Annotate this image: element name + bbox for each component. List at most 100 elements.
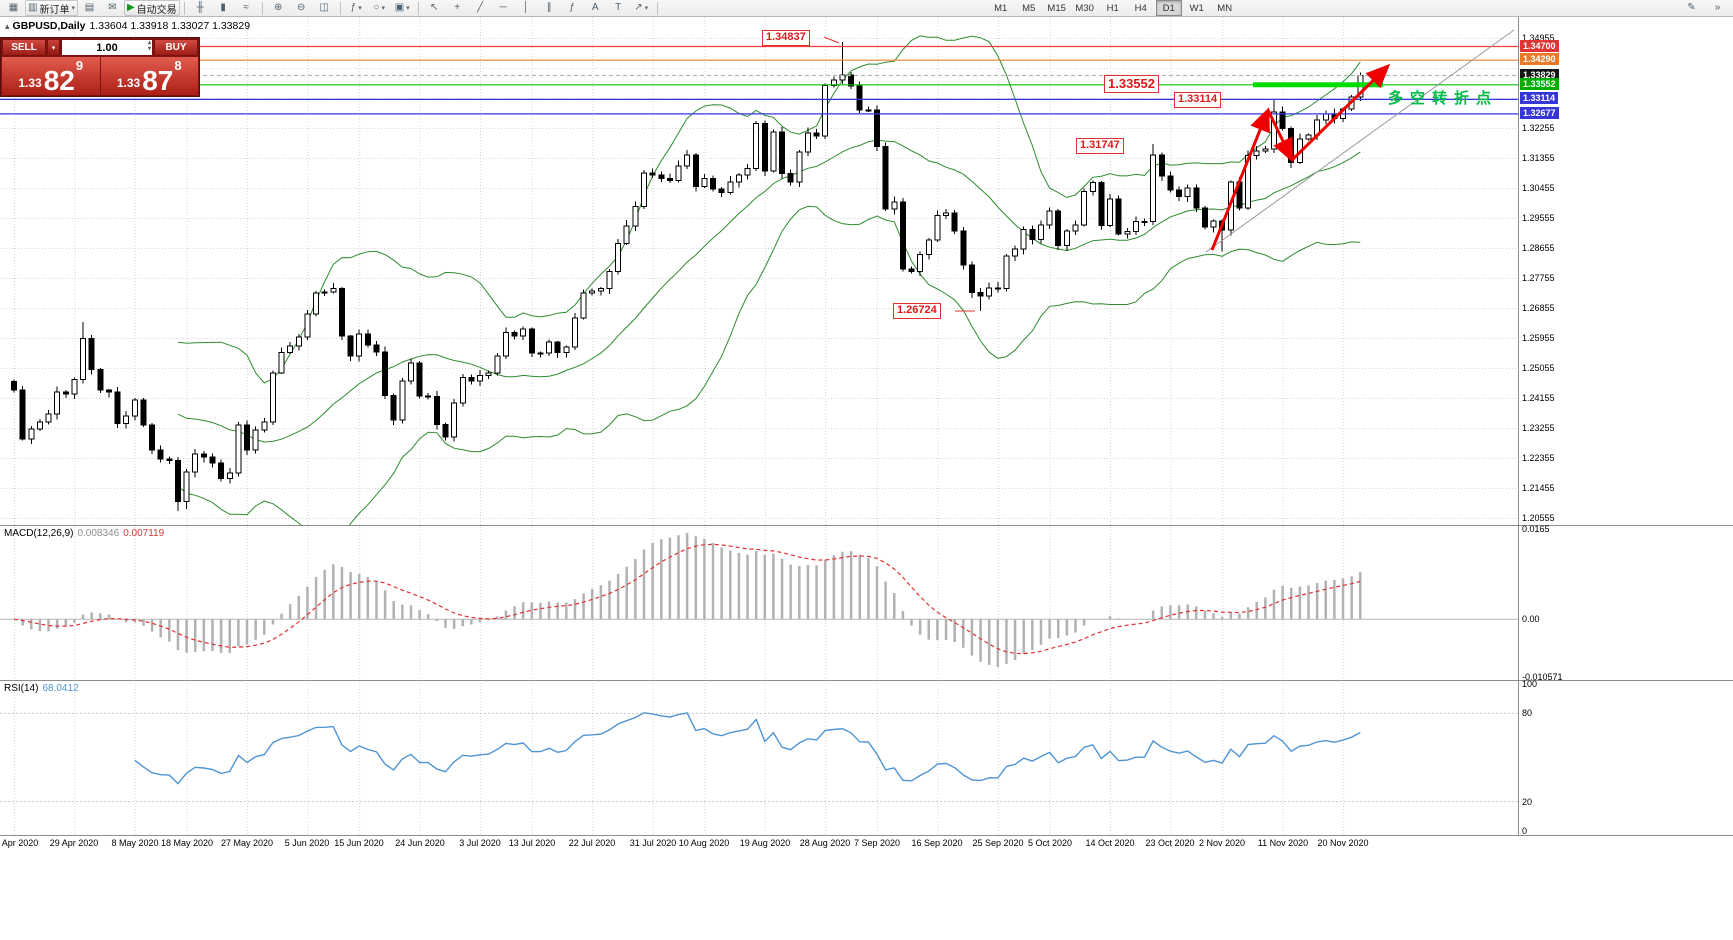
zoom-out-icon[interactable]: ⊖	[290, 0, 313, 16]
zoom-in-icon[interactable]: ⊕	[267, 0, 290, 16]
arrows-icon[interactable]: ↗ ▾	[630, 0, 653, 16]
timeframe-w1[interactable]: W1	[1189, 2, 1204, 14]
timeframe-m5[interactable]: M5	[1022, 2, 1036, 14]
bar-chart-icon[interactable]: ╫	[189, 0, 212, 16]
main-toolbar: ▦ ▥ 新订单 ▾ ▤ ✉ ▶ 自动交易 ╫ ▮ ≈ ⊕ ⊖ ◫ ƒ ▾ ○ ▾ ▣ ▾ ↖ + ╱ ─ │ ∥ ƒ A T ↗ ▾ M1 M5…	[0, 0, 1733, 17]
trendline-icon[interactable]: ╱	[469, 0, 492, 16]
line-chart-icon[interactable]: ≈	[235, 0, 258, 16]
chart-window-icon: ▦	[8, 2, 19, 13]
periods-icon: ○	[373, 2, 380, 13]
tile-windows-icon: ◫	[319, 2, 329, 13]
price-axis-tick: 1.24155	[1522, 393, 1555, 403]
buy-price-button[interactable]: 1.33 87 8	[100, 57, 198, 95]
zoom-in-icon: ⊕	[273, 2, 283, 13]
tile-windows-icon[interactable]: ◫	[313, 0, 336, 16]
date-axis-label: 2 Nov 2020	[1198, 838, 1246, 848]
price-note-1.26724[interactable]: 1.26724	[893, 303, 941, 319]
toolbar-separator	[417, 1, 419, 15]
date-axis-label: 27 May 2020	[220, 838, 274, 848]
date-axis-label: 11 Nov 2020	[1257, 838, 1309, 848]
rsi-name: RSI(14)	[4, 683, 39, 694]
timeframe-m1[interactable]: M1	[994, 2, 1008, 14]
templates-icon[interactable]: ▣ ▾	[391, 0, 414, 16]
rsi-label: RSI(14) 68.0412	[4, 683, 79, 694]
price-axis-tick: 1.29555	[1522, 213, 1555, 223]
price-note-1.33552[interactable]: 1.33552	[1104, 75, 1159, 94]
timeframe-m30[interactable]: M30	[1075, 2, 1094, 14]
chart-ohlc-values: 1.33604 1.33918 1.33027 1.33829	[89, 20, 251, 32]
crosshair-icon[interactable]: +	[446, 0, 469, 16]
price-axis-tick: 1.34955	[1522, 33, 1555, 43]
order-type-dropdown[interactable]: ▾	[47, 39, 60, 56]
buy-button[interactable]: BUY	[154, 39, 198, 56]
macd-axis-tick: -0.010571	[1522, 672, 1563, 682]
date-axis-label: 20 Apr 2020	[0, 838, 39, 848]
profiles-icon: ▤	[84, 2, 95, 13]
date-axis-label: 24 Jun 2020	[395, 838, 445, 848]
macd-name: MACD(12,26,9)	[4, 528, 74, 539]
timeframe-h1[interactable]: H1	[1106, 2, 1119, 14]
price-axis-tick: 1.31355	[1522, 153, 1555, 163]
dropdown-caret-icon: ▾	[381, 5, 385, 12]
timeframe-d1[interactable]: D1	[1155, 0, 1182, 16]
label-icon[interactable]: T	[607, 0, 630, 16]
toolbar-space	[662, 8, 987, 9]
autotrade-button-icon: ▶	[126, 2, 135, 13]
rsi-axis-tick: 0	[1522, 826, 1528, 836]
sell-price-prefix: 1.33	[18, 76, 42, 90]
edit-toolbar-icon: ✎	[1687, 2, 1696, 13]
price-note-1.33114[interactable]: 1.33114	[1174, 92, 1222, 108]
channel-icon[interactable]: ∥	[538, 0, 561, 16]
toolbar-overflow-icon[interactable]: »	[1706, 0, 1729, 16]
price-note-1.34837[interactable]: 1.34837	[762, 30, 810, 46]
bull-bear-turning-point-note[interactable]: 多空转折点	[1388, 90, 1499, 107]
autotrade-button[interactable]: ▶ 自动交易	[123, 0, 180, 16]
profiles-icon[interactable]: ▤	[78, 0, 101, 16]
price-axis-tick: 1.22355	[1522, 453, 1555, 463]
text-icon[interactable]: A	[584, 0, 607, 16]
spinner-up-icon[interactable]: ▴	[147, 40, 151, 46]
horizontal-line-icon[interactable]: ─	[492, 0, 515, 16]
spinner-down-icon[interactable]: ▾	[147, 46, 151, 52]
timeframe-h4[interactable]: H4	[1134, 2, 1147, 14]
rsi-axis-tick: 20	[1522, 797, 1533, 807]
timeframe-m15[interactable]: M15	[1047, 2, 1066, 14]
date-axis-label: 10 Aug 2020	[678, 838, 730, 848]
arrows-icon: ↗	[634, 2, 643, 13]
price-badge-1.33552: 1.33552	[1520, 78, 1559, 90]
vertical-line-icon[interactable]: │	[515, 0, 538, 16]
timeframe-mn[interactable]: MN	[1217, 2, 1233, 14]
sell-button[interactable]: SELL	[2, 39, 46, 56]
dropdown-caret-icon: ▾	[51, 44, 56, 52]
toolbar-separator	[339, 1, 341, 15]
price-axis-tick: 1.26855	[1522, 303, 1555, 313]
edit-toolbar-icon[interactable]: ✎	[1680, 0, 1703, 16]
price-axis-tick: 1.32255	[1522, 123, 1555, 133]
candle-chart-icon[interactable]: ▮	[212, 0, 235, 16]
price-note-1.31747[interactable]: 1.31747	[1076, 138, 1124, 154]
one-click-collapse-icon[interactable]: ▴	[5, 21, 10, 31]
periods-icon[interactable]: ○ ▾	[368, 0, 391, 16]
date-axis-label: 15 Jun 2020	[334, 838, 384, 848]
date-axis-label: 7 Sep 2020	[853, 838, 901, 848]
price-badge-1.32677: 1.32677	[1520, 107, 1559, 119]
sell-price-button[interactable]: 1.33 82 9	[2, 57, 100, 95]
volume-input[interactable]: 1.00 ▴ ▾	[61, 39, 153, 56]
fibonacci-icon[interactable]: ƒ	[561, 0, 584, 16]
toolbar-separator	[183, 1, 185, 15]
chart-window-icon[interactable]: ▦	[2, 0, 25, 16]
date-axis-label: 14 Oct 2020	[1085, 838, 1135, 848]
date-axis-label: 13 Jul 2020	[508, 838, 556, 848]
price-badge-1.34700: 1.34700	[1520, 40, 1559, 52]
volume-spinner[interactable]: ▴ ▾	[148, 40, 151, 52]
date-axis-label: 3 Jul 2020	[459, 838, 501, 848]
new-order-button-icon: ▥	[28, 2, 38, 13]
cursor-icon[interactable]: ↖	[423, 0, 446, 16]
vertical-line-icon: │	[523, 2, 530, 13]
mailbox-icon[interactable]: ✉	[101, 0, 124, 16]
new-order-button[interactable]: ▥ 新订单 ▾	[25, 0, 78, 16]
date-axis-label: 5 Jun 2020	[284, 838, 330, 848]
price-axis-tick: 1.28655	[1522, 243, 1555, 253]
indicators-icon[interactable]: ƒ ▾	[345, 0, 368, 16]
